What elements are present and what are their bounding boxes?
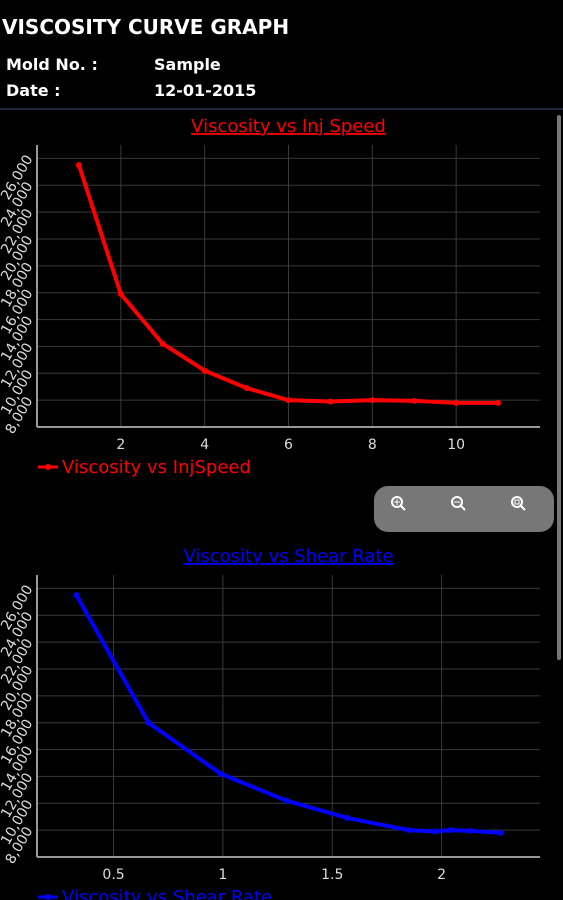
data-point [145,719,152,726]
data-point [117,291,124,298]
field-value: 12-01-2015 [154,81,256,100]
data-point [217,770,224,777]
field-value: Sample [154,55,221,74]
legend-marker [45,894,51,900]
data-point [467,827,474,834]
data-point [405,827,412,834]
data-point [327,398,334,405]
zoom-out-button[interactable] [451,496,466,511]
data-point [369,397,376,404]
x-tick-label: 1.5 [321,867,343,883]
zoom-in-button[interactable] [391,496,406,511]
zoom-controls [374,486,554,532]
x-tick-label: 8 [368,437,377,453]
data-point [73,592,80,599]
field-label: Date : [6,81,61,100]
data-point [344,815,351,822]
x-tick-label: 10 [447,437,465,453]
data-point [447,827,454,834]
x-tick-label: 1 [218,867,227,883]
x-tick-label: 2 [116,437,125,453]
data-point [201,367,208,374]
data-point [75,162,82,169]
field-label: Mold No. : [6,55,98,74]
series-line [74,594,501,835]
chart-title: Viscosity vs Shear Rate [183,546,393,567]
legend-label: Viscosity vs Shear Rate [62,887,272,900]
data-point [283,797,290,804]
chart-title: Viscosity vs Inj Speed [191,116,386,137]
page-title: VISCOSITY CURVE GRAPH [2,15,289,39]
data-point [285,397,292,404]
zoom-reset-button[interactable] [511,496,526,511]
legend-label: Viscosity vs InjSpeed [62,457,251,478]
data-point [432,828,439,835]
x-tick-label: 0.5 [102,867,124,883]
data-point [159,340,166,347]
x-tick-label: 4 [200,437,209,453]
data-point [411,397,418,404]
legend-marker [45,464,51,470]
x-tick-label: 2 [437,867,446,883]
data-point [497,829,504,836]
data-point [243,385,250,392]
data-point [453,399,460,406]
data-point [495,399,502,406]
scrollbar [557,115,561,660]
x-tick-label: 6 [284,437,293,453]
